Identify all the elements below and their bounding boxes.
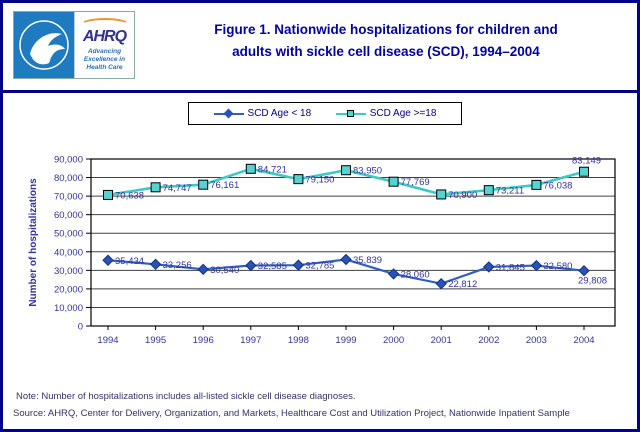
data-label: 31,845 (496, 262, 525, 273)
data-label: 35,434 (115, 256, 144, 267)
x-tick-label: 2002 (478, 335, 499, 346)
data-point-marker (103, 189, 113, 200)
data-label: 33,256 (163, 260, 192, 271)
x-tick-label: 1998 (288, 335, 309, 346)
chart-canvas: 0 10,000 20,000 30,000 40,000 50,000 60,000 70,… (28, 155, 616, 346)
legend-swatch-under-18 (213, 108, 244, 119)
x-tick-label: 2004 (573, 335, 594, 346)
source-text: Source: AHRQ, Center for Delivery, Organ… (13, 408, 570, 419)
y-axis-title: Number of hospitalizations (28, 178, 39, 307)
data-point-marker (530, 259, 543, 272)
x-tick-label: 1994 (97, 335, 118, 346)
data-point-marker (197, 263, 209, 276)
data-label: 77,769 (401, 177, 430, 188)
data-label: 28,060 (401, 269, 430, 280)
y-tick-label: 50,000 (54, 229, 83, 240)
data-point-marker (579, 166, 589, 177)
x-tick-label: 2003 (526, 335, 547, 346)
header-divider (3, 90, 637, 93)
data-label: 83,149 (572, 156, 601, 167)
data-label: 35,839 (353, 255, 382, 266)
data-label: 32,580 (543, 261, 572, 272)
data-label: 70,900 (448, 190, 477, 201)
ahrq-arc-icon (79, 17, 130, 32)
legend-item-under-18: SCD Age < 18 (213, 108, 312, 119)
header: AHRQ Advancing Excellence in Health Care… (3, 3, 637, 90)
data-point-marker (293, 174, 304, 185)
y-tick-label: 30,000 (54, 266, 83, 277)
data-label: 30,540 (210, 265, 239, 276)
data-label: 79,150 (305, 175, 334, 186)
chart-legend: SCD Age < 18 SCD Age >=18 (188, 102, 462, 125)
legend-label-under-18: SCD Age < 18 (247, 108, 312, 119)
legend-swatch-18-plus (335, 109, 366, 119)
data-label: 76,161 (210, 180, 239, 191)
ahrq-logo-text: AHRQ (82, 27, 127, 45)
y-tick-label: 60,000 (54, 210, 83, 221)
ahrq-logo: AHRQ Advancing Excellence in Health Care (74, 12, 134, 78)
x-tick-label: 2001 (431, 335, 452, 346)
data-label: 22,812 (448, 279, 477, 290)
y-tick-label: 0 (78, 322, 83, 333)
data-point-marker (102, 254, 114, 266)
note-text: Note: Number of hospitalizations include… (16, 391, 356, 402)
y-tick-label: 20,000 (54, 284, 83, 295)
data-label: 70,638 (115, 190, 144, 201)
hhs-eagle-icon (19, 20, 69, 70)
data-point-marker (150, 182, 161, 193)
y-tick-label: 70,000 (54, 192, 83, 203)
figure-title-line1: Figure 1. Nationwide hospitalizations fo… (214, 22, 558, 37)
data-point-marker (149, 258, 162, 270)
data-label: 76,038 (543, 180, 572, 191)
data-label: 74,747 (163, 183, 192, 194)
data-point-marker (340, 253, 352, 266)
data-point-marker (341, 165, 351, 176)
data-label: 84,721 (258, 164, 287, 175)
y-tick-label: 10,000 (54, 303, 83, 314)
ahrq-tagline: Advancing Excellence in Health Care (83, 47, 126, 72)
legend-square-icon (346, 109, 354, 117)
y-tick-label: 40,000 (54, 247, 83, 258)
data-point-marker (531, 179, 542, 190)
data-label: 32,585 (258, 261, 287, 272)
data-point-marker (435, 277, 447, 290)
data-point-marker (483, 261, 495, 273)
ahrq-hhs-logo: AHRQ Advancing Excellence in Health Care (13, 11, 135, 79)
legend-item-18-plus: SCD Age >=18 (335, 108, 437, 119)
data-point-marker (245, 259, 257, 272)
plot-border (90, 158, 616, 327)
data-label: 73,211 (496, 186, 524, 197)
data-point-marker (245, 163, 256, 174)
hhs-logo (14, 12, 74, 78)
data-label: 83,950 (353, 166, 382, 177)
data-label: 29,808 (578, 276, 607, 287)
data-point-marker (578, 264, 590, 277)
data-point-marker (436, 189, 447, 200)
x-tick-label: 1999 (335, 335, 356, 346)
data-point-marker (388, 176, 399, 187)
data-point-marker (198, 179, 209, 190)
x-tick-label: 1995 (145, 335, 166, 346)
x-tick-label: 1997 (240, 335, 261, 346)
x-tick-label: 2000 (383, 335, 404, 346)
y-tick-label: 80,000 (54, 173, 83, 184)
data-point-marker (387, 268, 400, 280)
y-tick-label: 90,000 (54, 155, 83, 166)
x-tick-label: 1996 (193, 335, 214, 346)
legend-label-18-plus: SCD Age >=18 (369, 108, 437, 119)
data-point-marker (292, 259, 305, 271)
figure-title-line2: adults with sickle cell disease (SCD), 1… (232, 44, 540, 60)
data-point-marker (483, 185, 494, 196)
figure-title: Figure 1. Nationwide hospitalizations fo… (143, 19, 629, 64)
data-label: 32,785 (305, 261, 334, 272)
